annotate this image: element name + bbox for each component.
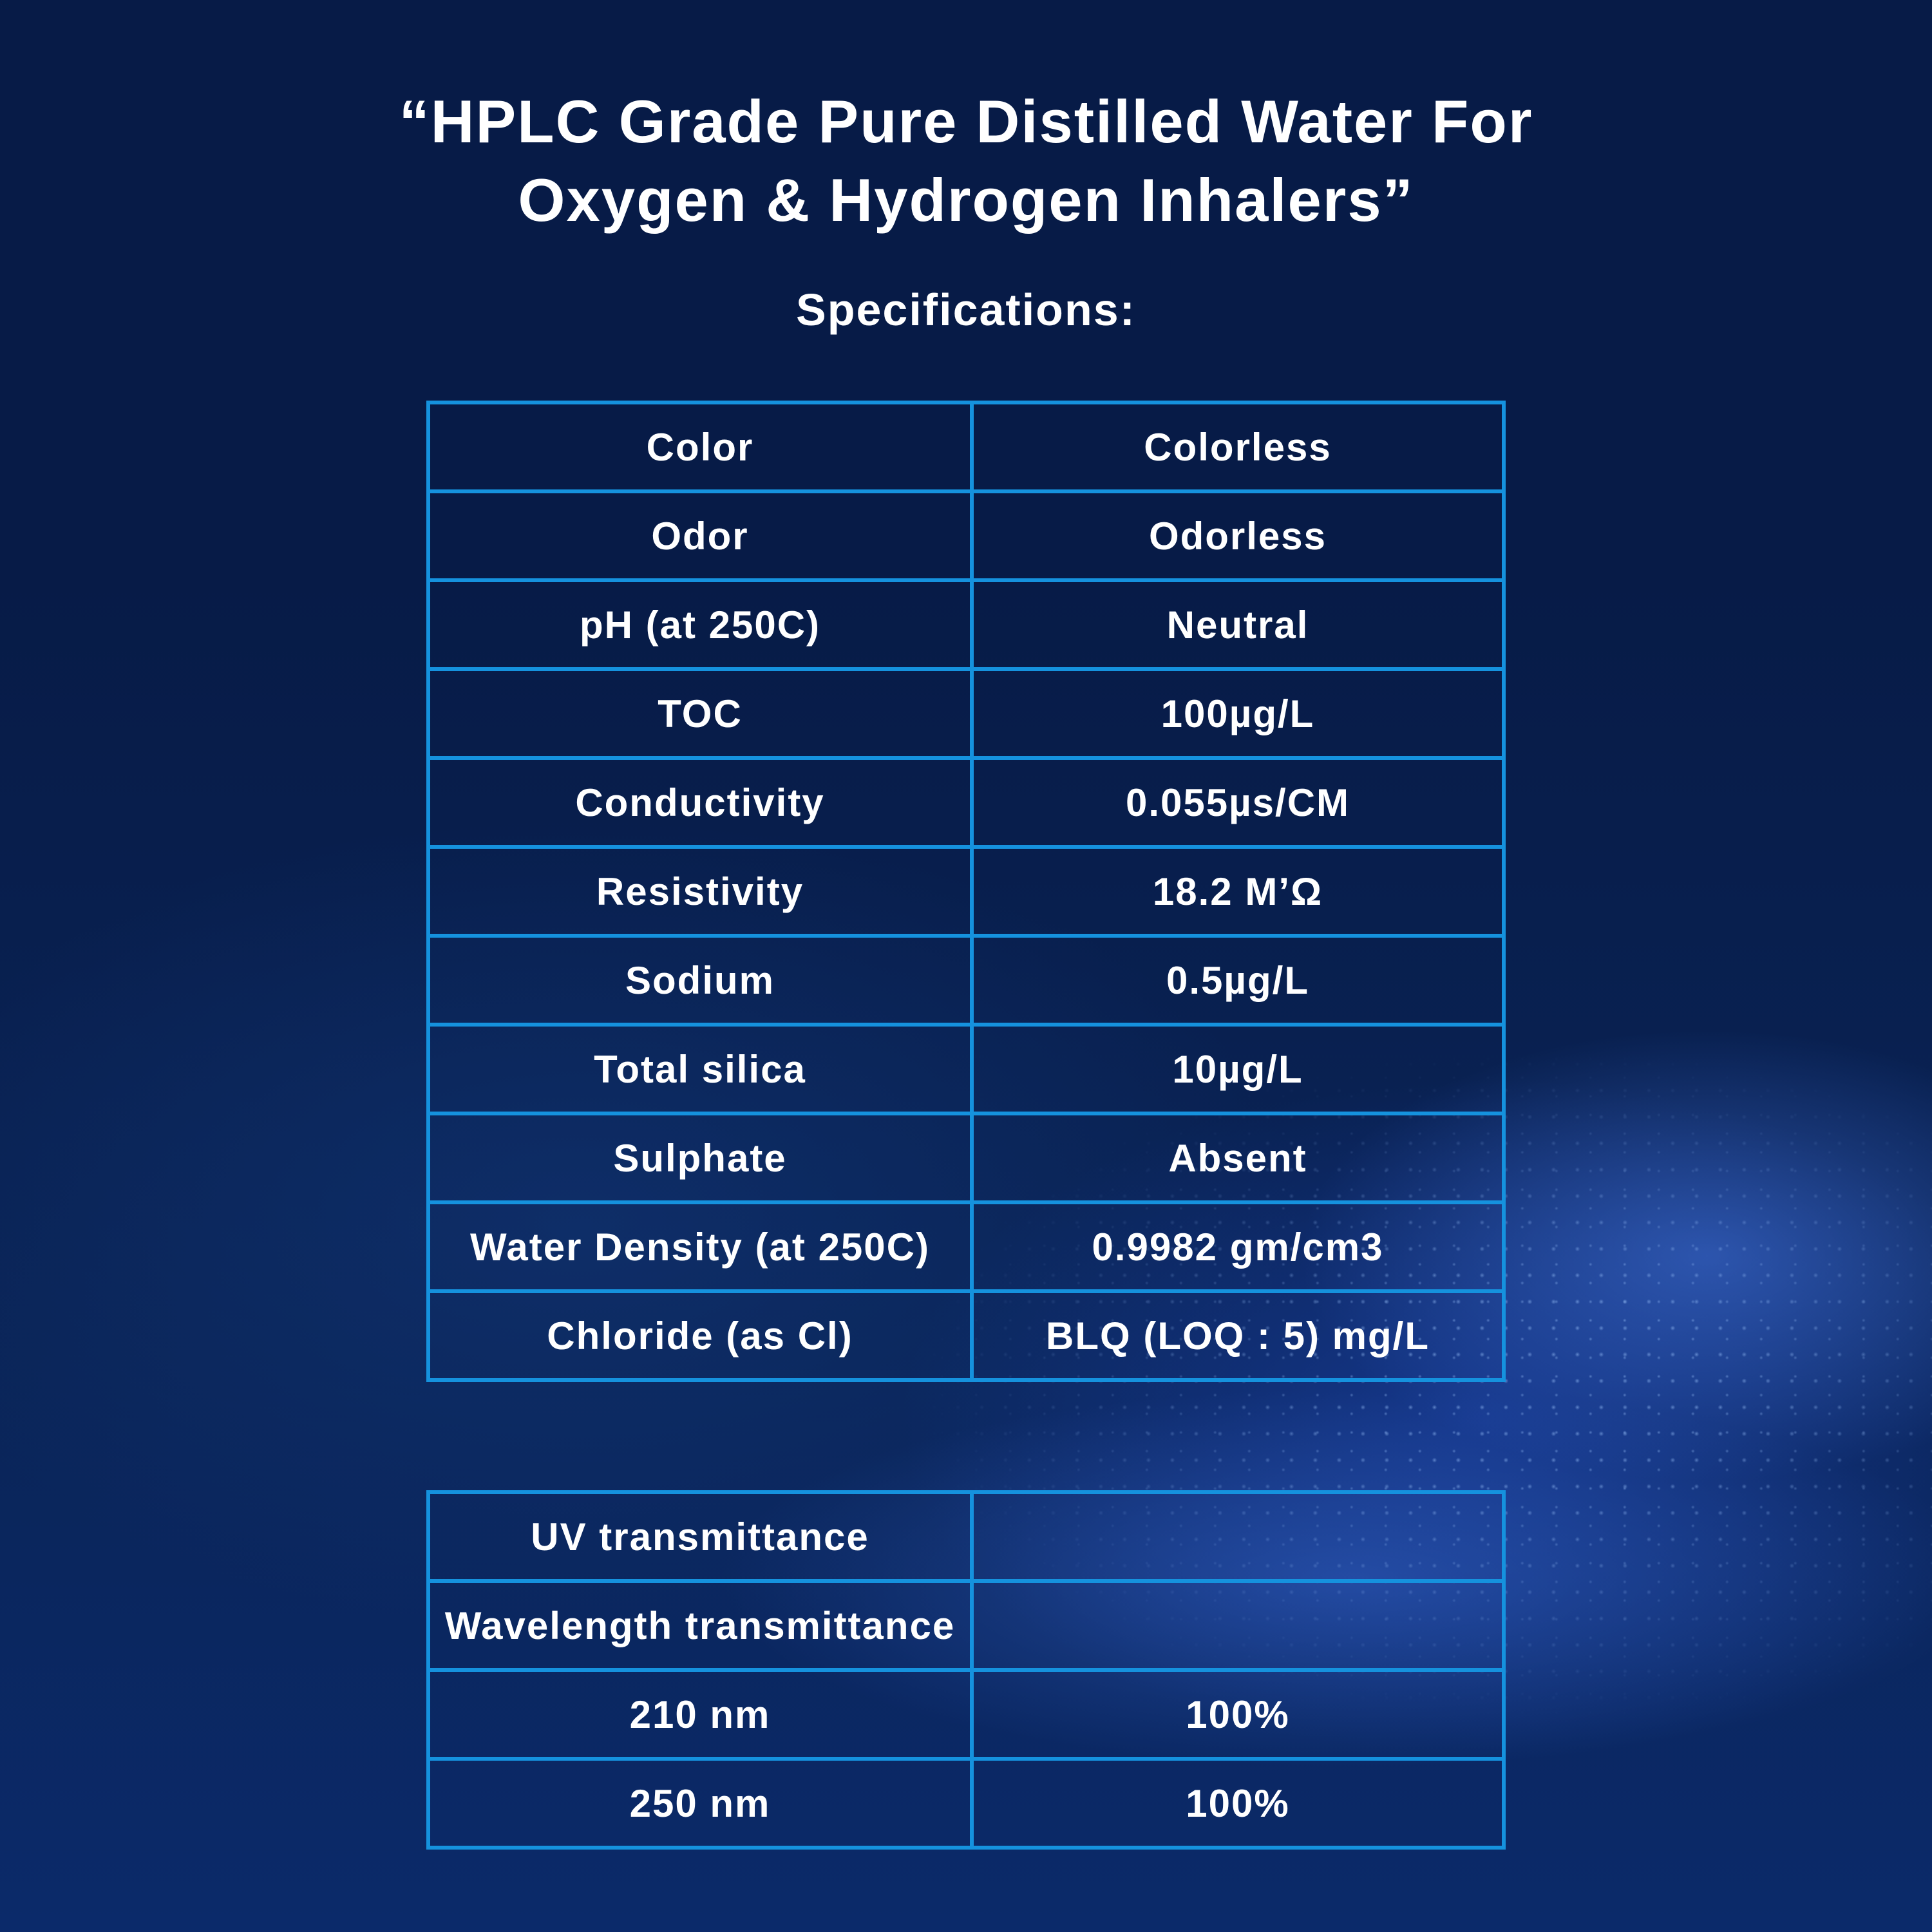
uv-value	[970, 1490, 1506, 1583]
table-row: Color Colorless	[426, 401, 1506, 493]
spec-value: 0.9982 gm/cm3	[970, 1200, 1506, 1293]
table-row: Sulphate Absent	[426, 1112, 1506, 1204]
specifications-table: Color Colorless Odor Odorless pH (at 250C)…	[426, 401, 1506, 1382]
spec-value: BLQ (LOQ : 5) mg/L	[970, 1289, 1506, 1382]
table-row: TOC 100µg/L	[426, 667, 1506, 760]
table-row: Sodium 0.5µg/L	[426, 934, 1506, 1027]
spec-label: TOC	[426, 667, 974, 760]
spec-label: Color	[426, 401, 974, 493]
spec-label: Odor	[426, 489, 974, 582]
page-title: “HPLC Grade Pure Distilled Water For Oxy…	[0, 82, 1932, 240]
table-row: Wavelength transmittance	[426, 1579, 1506, 1672]
uv-value: 100%	[970, 1668, 1506, 1761]
spec-label: Water Density (at 250C)	[426, 1200, 974, 1293]
title-line-2: Oxygen & Hydrogen Inhalers”	[518, 166, 1414, 234]
spec-label: Total silica	[426, 1023, 974, 1115]
spec-value: Neutral	[970, 578, 1506, 671]
spec-label: Resistivity	[426, 845, 974, 938]
spec-label: Sodium	[426, 934, 974, 1027]
table-row: 210 nm 100%	[426, 1668, 1506, 1761]
uv-value	[970, 1579, 1506, 1672]
spec-value: 10µg/L	[970, 1023, 1506, 1115]
table-row: Conductivity 0.055µs/CM	[426, 756, 1506, 849]
uv-label: 210 nm	[426, 1668, 974, 1761]
spec-label: Chloride (as Cl)	[426, 1289, 974, 1382]
spec-label: pH (at 250C)	[426, 578, 974, 671]
title-line-1: “HPLC Grade Pure Distilled Water For	[399, 88, 1533, 155]
table-row: Total silica 10µg/L	[426, 1023, 1506, 1115]
table-row: UV transmittance	[426, 1490, 1506, 1583]
table-row: pH (at 250C) Neutral	[426, 578, 1506, 671]
spec-value: Odorless	[970, 489, 1506, 582]
spec-value: 100µg/L	[970, 667, 1506, 760]
uv-label: UV transmittance	[426, 1490, 974, 1583]
spec-value: 18.2 M’Ω	[970, 845, 1506, 938]
spec-value: 0.5µg/L	[970, 934, 1506, 1027]
uv-value: 100%	[970, 1757, 1506, 1850]
spec-value: Colorless	[970, 401, 1506, 493]
table-row: 250 nm 100%	[426, 1757, 1506, 1850]
uv-label: 250 nm	[426, 1757, 974, 1850]
uv-label: Wavelength transmittance	[426, 1579, 974, 1672]
table-row: Chloride (as Cl) BLQ (LOQ : 5) mg/L	[426, 1289, 1506, 1382]
table-row: Odor Odorless	[426, 489, 1506, 582]
uv-transmittance-table: UV transmittance Wavelength transmittanc…	[426, 1490, 1506, 1850]
spec-label: Conductivity	[426, 756, 974, 849]
spec-value: 0.055µs/CM	[970, 756, 1506, 849]
spec-label: Sulphate	[426, 1112, 974, 1204]
spec-value: Absent	[970, 1112, 1506, 1204]
specifications-heading: Specifications:	[796, 285, 1136, 335]
table-row: Resistivity 18.2 M’Ω	[426, 845, 1506, 938]
table-row: Water Density (at 250C) 0.9982 gm/cm3	[426, 1200, 1506, 1293]
